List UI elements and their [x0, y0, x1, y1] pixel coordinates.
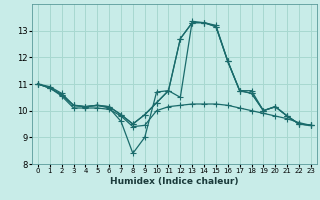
X-axis label: Humidex (Indice chaleur): Humidex (Indice chaleur)	[110, 177, 239, 186]
